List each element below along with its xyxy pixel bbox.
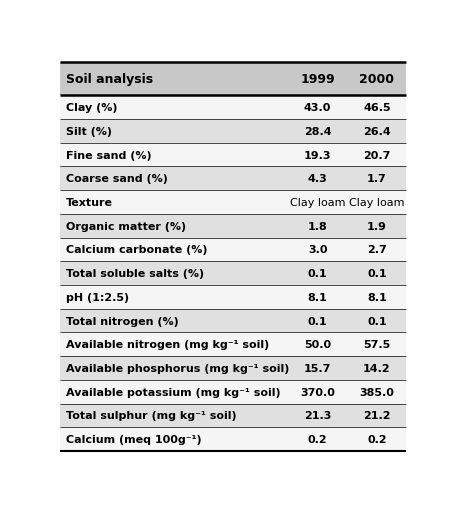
Text: 0.1: 0.1 xyxy=(308,316,327,326)
Bar xyxy=(59,262,406,286)
Bar xyxy=(59,404,406,428)
Bar xyxy=(59,191,406,214)
Text: Total soluble salts (%): Total soluble salts (%) xyxy=(66,269,204,278)
Text: Clay loam: Clay loam xyxy=(349,197,405,208)
Text: 0.1: 0.1 xyxy=(367,316,387,326)
Bar xyxy=(59,380,406,404)
Text: Silt (%): Silt (%) xyxy=(66,127,112,136)
Text: 43.0: 43.0 xyxy=(304,103,331,113)
Text: Calcium (meq 100g⁻¹): Calcium (meq 100g⁻¹) xyxy=(66,434,202,444)
Bar xyxy=(59,333,406,356)
Text: Fine sand (%): Fine sand (%) xyxy=(66,150,152,160)
Text: 370.0: 370.0 xyxy=(300,387,335,397)
Text: 26.4: 26.4 xyxy=(363,127,391,136)
Text: 4.3: 4.3 xyxy=(308,174,327,184)
Text: 1.8: 1.8 xyxy=(308,221,327,231)
Text: 1.7: 1.7 xyxy=(367,174,387,184)
Text: 46.5: 46.5 xyxy=(363,103,391,113)
Bar xyxy=(59,144,406,167)
Text: 15.7: 15.7 xyxy=(304,363,331,373)
Text: 8.1: 8.1 xyxy=(308,292,327,302)
Text: Clay loam: Clay loam xyxy=(290,197,345,208)
Text: 0.2: 0.2 xyxy=(308,434,327,444)
Text: Clay (%): Clay (%) xyxy=(66,103,118,113)
Text: 385.0: 385.0 xyxy=(360,387,395,397)
Bar xyxy=(59,96,406,120)
Text: 2.7: 2.7 xyxy=(367,245,387,255)
Text: Texture: Texture xyxy=(66,197,113,208)
Text: Available nitrogen (mg kg⁻¹ soil): Available nitrogen (mg kg⁻¹ soil) xyxy=(66,340,269,350)
Text: pH (1:2.5): pH (1:2.5) xyxy=(66,292,129,302)
Text: Available potassium (mg kg⁻¹ soil): Available potassium (mg kg⁻¹ soil) xyxy=(66,387,281,397)
Text: 0.2: 0.2 xyxy=(367,434,387,444)
Text: 19.3: 19.3 xyxy=(304,150,331,160)
Bar xyxy=(59,120,406,144)
Text: 28.4: 28.4 xyxy=(304,127,331,136)
Text: 8.1: 8.1 xyxy=(367,292,387,302)
Bar xyxy=(59,286,406,309)
Text: Soil analysis: Soil analysis xyxy=(66,73,153,86)
Bar xyxy=(59,63,406,96)
Text: 0.1: 0.1 xyxy=(367,269,387,278)
Text: 3.0: 3.0 xyxy=(308,245,327,255)
Text: Total sulphur (mg kg⁻¹ soil): Total sulphur (mg kg⁻¹ soil) xyxy=(66,411,237,420)
Bar xyxy=(59,356,406,380)
Text: 20.7: 20.7 xyxy=(363,150,390,160)
Text: Total nitrogen (%): Total nitrogen (%) xyxy=(66,316,178,326)
Bar xyxy=(59,238,406,262)
Text: 21.2: 21.2 xyxy=(363,411,391,420)
Text: 57.5: 57.5 xyxy=(363,340,390,350)
Text: Organic matter (%): Organic matter (%) xyxy=(66,221,186,231)
Bar xyxy=(59,167,406,191)
Bar xyxy=(59,309,406,333)
Text: 1999: 1999 xyxy=(301,73,335,86)
Text: 21.3: 21.3 xyxy=(304,411,331,420)
Text: 1.9: 1.9 xyxy=(367,221,387,231)
Text: Available phosphorus (mg kg⁻¹ soil): Available phosphorus (mg kg⁻¹ soil) xyxy=(66,363,289,373)
Text: Calcium carbonate (%): Calcium carbonate (%) xyxy=(66,245,207,255)
Text: Coarse sand (%): Coarse sand (%) xyxy=(66,174,168,184)
Text: 2000: 2000 xyxy=(360,73,395,86)
Text: 14.2: 14.2 xyxy=(363,363,391,373)
Text: 50.0: 50.0 xyxy=(304,340,331,350)
Text: 0.1: 0.1 xyxy=(308,269,327,278)
Bar xyxy=(59,214,406,238)
Bar xyxy=(59,428,406,451)
